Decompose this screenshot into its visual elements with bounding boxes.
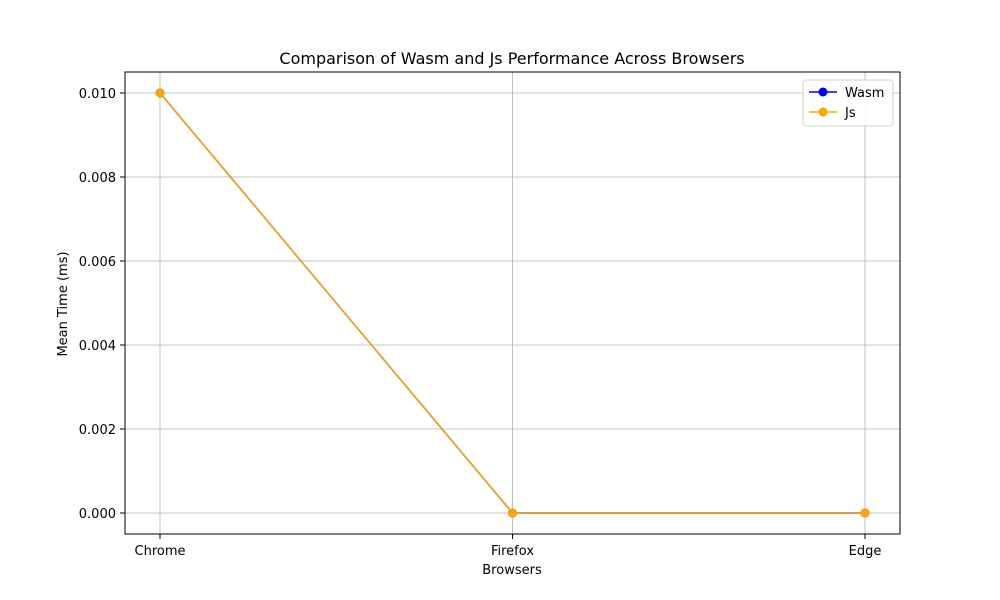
data-point-js [155, 88, 165, 98]
x-tick-label: Firefox [491, 544, 534, 559]
y-tick-label: 0.002 [79, 423, 116, 438]
y-axis-title: Mean Time (ms) [56, 251, 71, 356]
grid [125, 72, 900, 534]
y-tick-label: 0.000 [79, 507, 116, 522]
data-point-js [508, 508, 517, 518]
legend-label-wasm: Wasm [845, 86, 884, 101]
legend-label-js: Js [844, 106, 856, 121]
y-tick-label: 0.006 [79, 255, 116, 270]
legend-marker-wasm [818, 87, 828, 97]
data-point-js [860, 508, 870, 518]
ticks: Chrome Firefox Edge 0.000 0.002 0.004 0.006 0.0… [79, 87, 882, 559]
x-tick-label: Chrome [135, 544, 186, 559]
chart-title: Comparison of Wasm and Js Performance Ac… [279, 49, 744, 68]
y-tick-label: 0.010 [79, 87, 116, 102]
x-tick-label: Edge [849, 544, 882, 559]
y-tick-label: 0.008 [79, 171, 116, 186]
legend-marker-js [818, 107, 828, 117]
x-axis-title: Browsers [482, 563, 542, 578]
series-layer [155, 88, 870, 518]
legend: Wasm Js [802, 79, 894, 127]
y-tick-label: 0.004 [79, 339, 116, 354]
